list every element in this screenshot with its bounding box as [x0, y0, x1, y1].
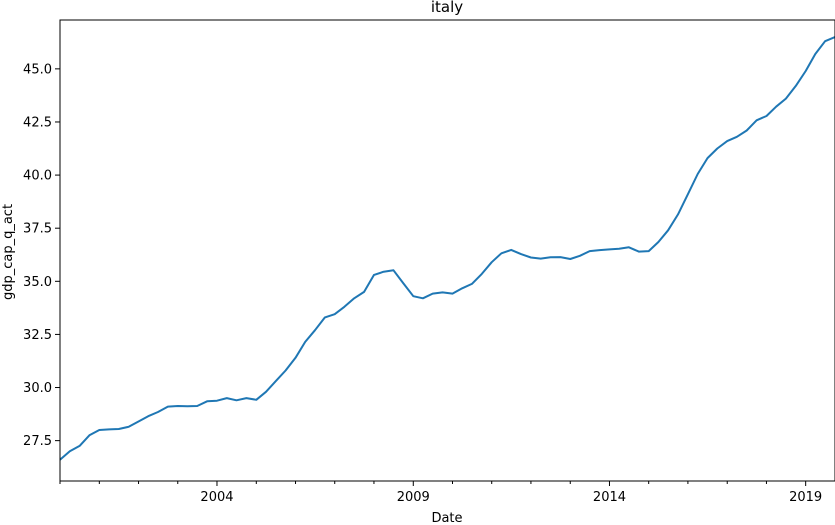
- x-tick-label: 2014: [593, 490, 626, 505]
- y-axis-title: gdp_cap_q_act: [1, 204, 16, 300]
- x-tick-label: 2009: [397, 490, 430, 505]
- y-tick-label: 27.5: [23, 434, 52, 449]
- y-axis: 27.5 30.0 32.5 35.0 37.5 40.0 42.5 45.0: [23, 62, 60, 449]
- y-tick-label: 30.0: [23, 381, 52, 396]
- x-tick-label: 2004: [200, 490, 233, 505]
- x-tick-label: 2019: [789, 490, 822, 505]
- y-tick-label: 35.0: [23, 275, 52, 290]
- plot-frame: [59, 19, 835, 482]
- plot-series: [59, 36, 835, 461]
- y-tick-label: 32.5: [23, 328, 52, 343]
- y-tick-label: 37.5: [23, 222, 52, 237]
- series-line: [59, 36, 835, 461]
- chart-title: italy: [431, 0, 463, 16]
- x-axis: 2004 2009 2014 2019: [59, 481, 822, 505]
- x-axis-title: Date: [431, 511, 462, 525]
- y-tick-label: 42.5: [23, 115, 52, 130]
- y-tick-label: 45.0: [23, 62, 52, 77]
- y-tick-label: 40.0: [23, 169, 52, 184]
